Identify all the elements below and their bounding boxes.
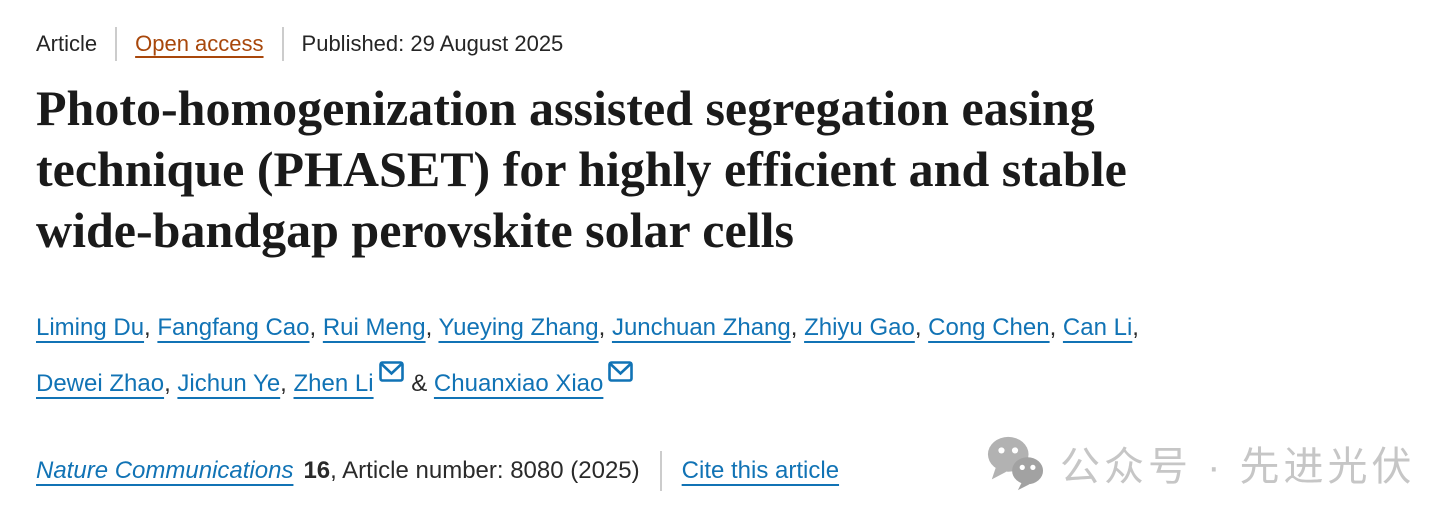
author-link[interactable]: Junchuan Zhang	[611, 314, 791, 341]
cite-this-article-link[interactable]: Cite this article	[681, 457, 840, 484]
author-list: Liming Du, Fangfang Cao, Rui Meng, Yueyi…	[36, 311, 1395, 401]
author-link[interactable]: Fangfang Cao	[157, 314, 310, 341]
title-line-2: technique (PHASET) for highly efficient …	[36, 141, 1127, 197]
author-link[interactable]: Can Li	[1062, 314, 1133, 341]
author-link[interactable]: Yueying Zhang	[438, 314, 599, 341]
title-line-1: Photo-homogenization assisted segregatio…	[36, 80, 1095, 136]
journal-citation-row: Nature Communications 16 , Article numbe…	[36, 451, 1395, 491]
author-separator: &	[404, 370, 434, 397]
author-separator: ,	[790, 314, 805, 341]
open-access-link[interactable]: Open access	[135, 31, 264, 56]
article-title: Photo-homogenization assisted segregatio…	[36, 78, 1395, 261]
author-separator: ,	[164, 370, 178, 397]
author-link[interactable]: Chuanxiao Xiao	[433, 370, 604, 397]
author-link[interactable]: Dewei Zhao	[36, 370, 165, 397]
author-link[interactable]: Liming Du	[36, 314, 145, 341]
authors-line-2: Dewei Zhao, Jichun Ye, Zhen Li & Chuanxi…	[36, 361, 1395, 401]
journal-divider	[659, 451, 662, 491]
journal-volume: 16	[303, 457, 331, 484]
article-header: Article Open access Published: 29 August…	[36, 26, 1395, 491]
author-link[interactable]: Zhiyu Gao	[804, 314, 915, 341]
journal-name-link[interactable]: Nature Communications	[36, 457, 294, 484]
author-separator: ,	[280, 370, 294, 397]
title-line-3: wide-bandgap perovskite solar cells	[36, 202, 794, 258]
author-link[interactable]: Jichun Ye	[177, 370, 281, 397]
author-separator: ,	[144, 314, 158, 341]
envelope-icon[interactable]	[608, 358, 634, 392]
authors-line-1: Liming Du, Fangfang Cao, Rui Meng, Yueyi…	[36, 311, 1395, 345]
meta-divider	[281, 27, 284, 61]
envelope-icon[interactable]	[378, 358, 404, 392]
published-date-label: Published: 29 August 2025	[301, 31, 564, 56]
author-link[interactable]: Zhen Li	[293, 370, 374, 397]
article-number-text: , Article number: 8080 (2025)	[330, 457, 640, 484]
author-separator: ,	[598, 314, 612, 341]
author-separator: ,	[425, 314, 439, 341]
meta-row: Article Open access Published: 29 August…	[36, 26, 1395, 62]
author-separator: ,	[1049, 314, 1063, 341]
author-link[interactable]: Rui Meng	[322, 314, 426, 341]
article-type-label: Article	[36, 31, 98, 56]
author-link[interactable]: Cong Chen	[928, 314, 1050, 341]
meta-divider	[115, 27, 118, 61]
author-separator: ,	[1132, 314, 1139, 341]
author-separator: ,	[309, 314, 323, 341]
author-separator: ,	[914, 314, 929, 341]
